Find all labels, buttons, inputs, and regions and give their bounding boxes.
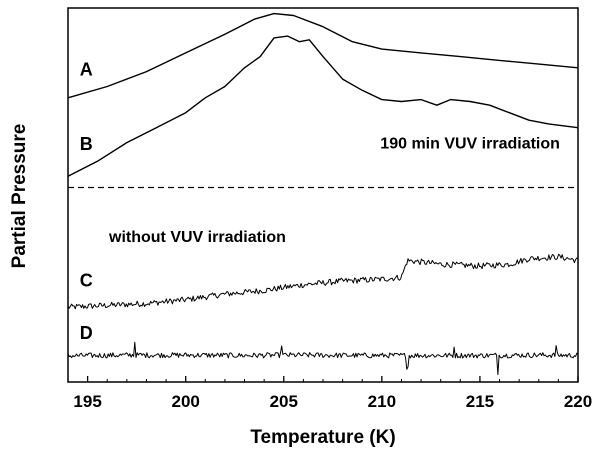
annotation-text: 190 min VUV irradiation — [380, 135, 560, 152]
labels-layer: A B C D 190 min VUV irradiation without VUV i… — [80, 59, 560, 343]
plot-frame — [67, 7, 579, 383]
series-d-line — [67, 341, 579, 376]
series-layer — [67, 12, 579, 376]
x-tick-label: 210 — [368, 392, 396, 411]
x-tick-label: 195 — [73, 392, 101, 411]
series-a-line — [67, 12, 579, 99]
x-tick-label: 220 — [564, 392, 592, 411]
curve-label-a: A — [80, 59, 93, 79]
series-c-line — [67, 253, 579, 310]
y-axis-title: Partial Pressure — [9, 124, 30, 269]
x-tick-label: 205 — [270, 392, 298, 411]
ticks-layer: 195 200 205 210 215 220 — [67, 376, 592, 411]
x-axis-title: Temperature (K) — [250, 427, 395, 448]
x-tick-label: 200 — [172, 392, 200, 411]
curve-label-c: C — [80, 271, 93, 291]
curve-label-b: B — [80, 134, 93, 154]
curve-label-d: D — [80, 323, 93, 343]
x-tick-label: 215 — [466, 392, 494, 411]
annotation-text: without VUV irradiation — [108, 229, 286, 246]
series-b-line — [67, 35, 579, 177]
